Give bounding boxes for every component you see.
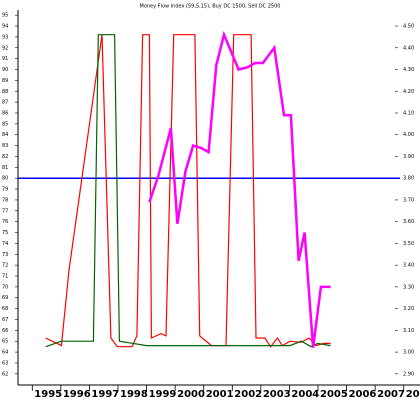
x-tick-label: 2005 bbox=[320, 389, 348, 400]
y-tick-label: 62 bbox=[2, 371, 8, 377]
y2-tick-label: 4.50 bbox=[403, 24, 414, 30]
y2-tick-label: 4.30 bbox=[403, 67, 414, 73]
y2-tick-label: 4.00 bbox=[403, 132, 414, 138]
y2-tick-label: 2.90 bbox=[403, 371, 414, 377]
y-tick-label: 68 bbox=[2, 306, 8, 312]
y-tick-label: 86 bbox=[2, 110, 8, 116]
y-tick-label: 66 bbox=[2, 328, 8, 334]
y-tick-label: 65 bbox=[2, 339, 8, 345]
y-tick-label: 84 bbox=[2, 132, 8, 138]
y-tick-label: 63 bbox=[2, 360, 8, 366]
y2-tick-label: 4.40 bbox=[403, 45, 414, 51]
y2-tick-label: 3.70 bbox=[403, 197, 414, 203]
y-tick-label: 92 bbox=[2, 45, 8, 51]
x-tick-label: 1995 bbox=[34, 389, 62, 400]
y-tick-label: 69 bbox=[2, 295, 8, 301]
y2-tick-label: 3.10 bbox=[403, 328, 414, 334]
x-tick-label: 2004 bbox=[291, 389, 319, 400]
y-tick-label: 77 bbox=[2, 208, 8, 214]
y2-tick-label: 4.20 bbox=[403, 89, 414, 95]
y-tick-label: 64 bbox=[2, 350, 8, 356]
y-tick-label: 76 bbox=[2, 219, 8, 225]
x-tick-label: 2007 bbox=[377, 389, 405, 400]
y-tick-label: 85 bbox=[2, 121, 8, 127]
y2-tick-label: 3.50 bbox=[403, 241, 414, 247]
x-tick-label: 2003 bbox=[263, 389, 291, 400]
y-tick-label: 93 bbox=[2, 34, 8, 40]
y-tick-label: 80 bbox=[2, 176, 8, 182]
y-tick-label: 81 bbox=[2, 165, 8, 171]
y-tick-label: 73 bbox=[2, 252, 8, 258]
y2-tick-label: 4.10 bbox=[403, 110, 414, 116]
chart-title: Money Flow Index (59,5,15), Buy DC 1500,… bbox=[140, 4, 281, 10]
y2-tick-label: 3.00 bbox=[403, 350, 414, 356]
y2-tick-label: 3.40 bbox=[403, 263, 414, 269]
x-tick-label: 2002 bbox=[234, 389, 262, 400]
x-tick-label: 1998 bbox=[120, 389, 148, 400]
y-tick-label: 88 bbox=[2, 89, 8, 95]
y2-tick-label: 3.20 bbox=[403, 306, 414, 312]
x-tick-label: 1999 bbox=[149, 389, 177, 400]
y-tick-label: 89 bbox=[2, 78, 8, 84]
y2-tick-label: 3.60 bbox=[403, 219, 414, 225]
y-tick-label: 94 bbox=[2, 24, 8, 30]
y2-tick-label: 3.90 bbox=[403, 154, 414, 160]
y2-tick-label: 3.80 bbox=[403, 176, 414, 182]
y-tick-label: 91 bbox=[2, 56, 8, 62]
y-tick-label: 87 bbox=[2, 100, 8, 106]
y-tick-label: 83 bbox=[2, 143, 8, 149]
y-tick-label: 82 bbox=[2, 154, 8, 160]
series-line bbox=[45, 34, 331, 348]
x-tick-label: 2008 bbox=[406, 389, 420, 400]
x-tick-label: 2006 bbox=[349, 389, 377, 400]
y-tick-label: 74 bbox=[2, 241, 8, 247]
y-tick-label: 71 bbox=[2, 274, 8, 280]
x-tick-label: 1996 bbox=[63, 389, 91, 400]
y-tick-label: 95 bbox=[2, 13, 8, 19]
y2-tick-label: 3.30 bbox=[403, 284, 414, 290]
series-line bbox=[148, 30, 331, 348]
x-tick-label: 2001 bbox=[206, 389, 234, 400]
y-tick-label: 79 bbox=[2, 187, 8, 193]
y-tick-label: 67 bbox=[2, 317, 8, 323]
x-tick-label: 1997 bbox=[91, 389, 119, 400]
y-tick-label: 75 bbox=[2, 230, 8, 236]
y-tick-label: 78 bbox=[2, 197, 8, 203]
y-tick-label: 90 bbox=[2, 67, 8, 73]
y-tick-label: 72 bbox=[2, 263, 8, 269]
y-tick-label: 70 bbox=[2, 284, 8, 290]
x-tick-label: 2000 bbox=[177, 389, 205, 400]
